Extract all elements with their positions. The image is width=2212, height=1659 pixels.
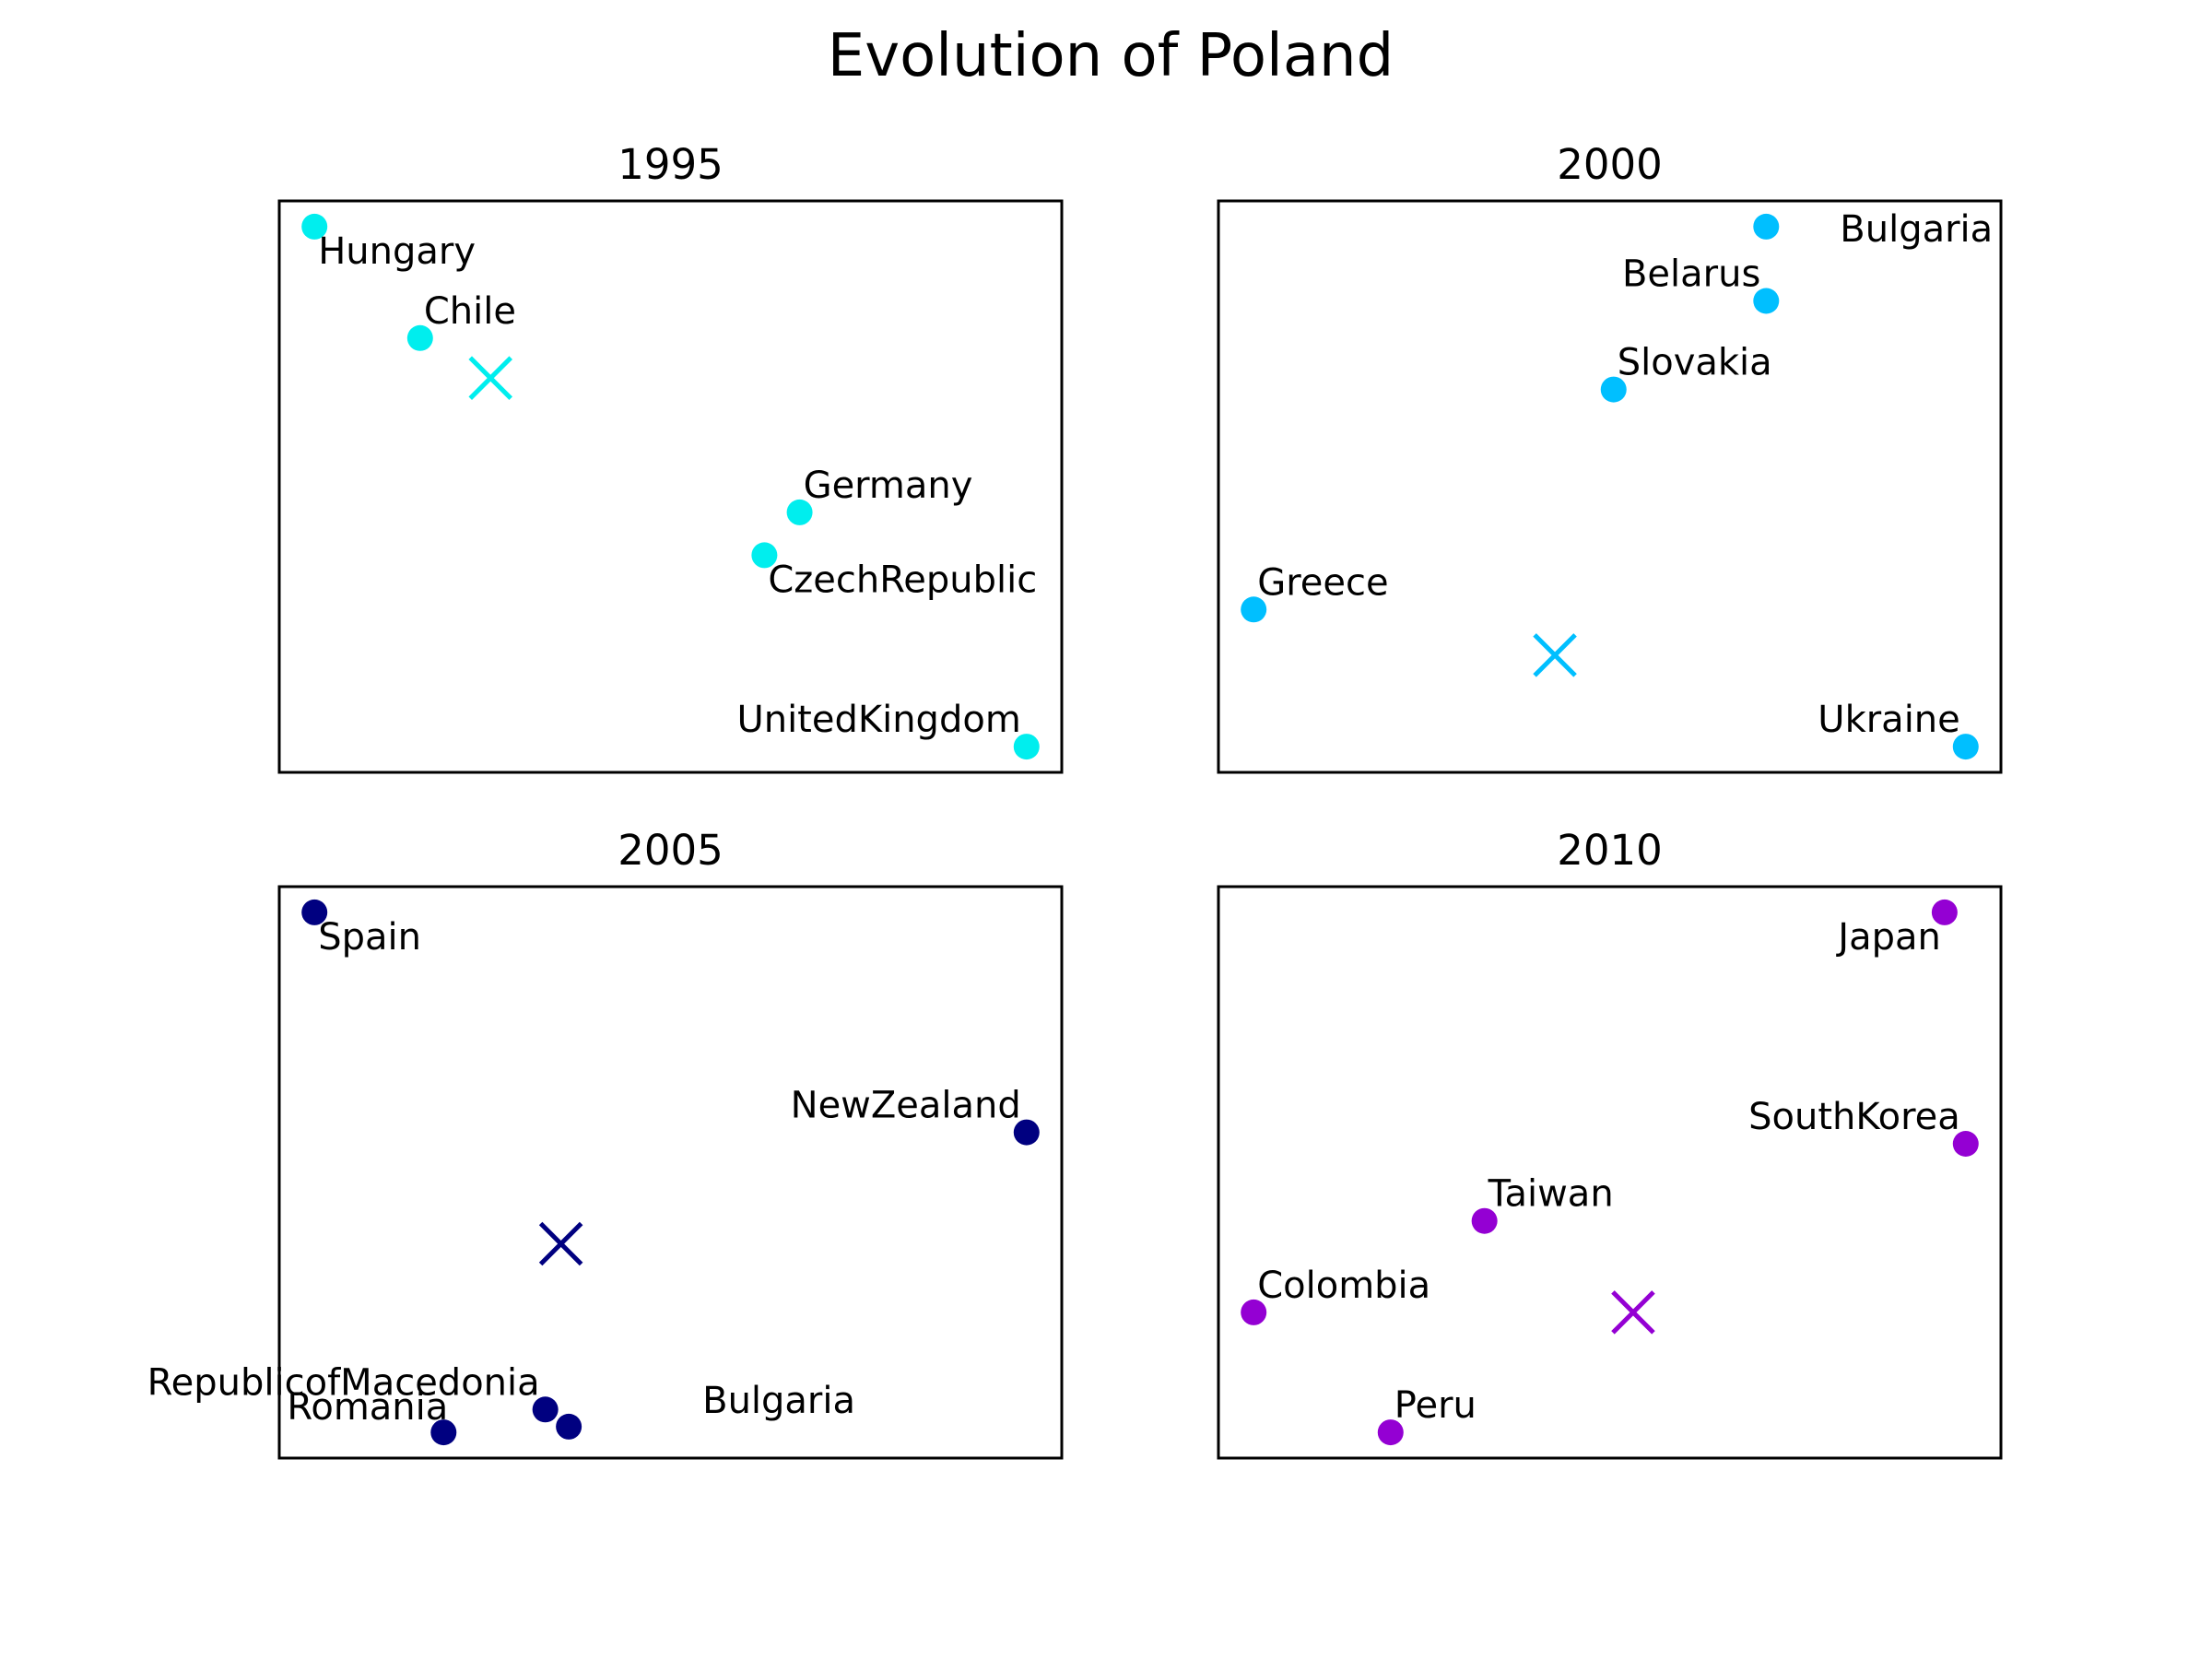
centroid-x-marker — [538, 1221, 583, 1266]
data-point — [786, 499, 813, 525]
data-point — [1753, 288, 1780, 314]
centroid-x-marker — [1611, 1290, 1655, 1335]
data-point — [532, 1396, 559, 1423]
subplot-title: 1995 — [618, 140, 724, 189]
subplot-1995: 1995 Hungary Chile Germany CzechRepublic Unit… — [277, 140, 1064, 774]
data-point — [406, 324, 433, 351]
point-label: UnitedKingdom — [736, 699, 1020, 741]
data-point — [1241, 1299, 1267, 1325]
subplot-title: 2005 — [618, 826, 724, 875]
point-label: Romania — [287, 1386, 448, 1429]
data-point — [1013, 1119, 1040, 1146]
axes-frame — [1217, 199, 2003, 774]
centroid-x-marker — [1533, 633, 1577, 677]
point-label: Japan — [1835, 916, 1941, 959]
subplot-2005: 2005 Spain NewZealand RepublicofMacedonia Bu… — [147, 826, 1064, 1460]
point-label: Spain — [318, 916, 421, 959]
point-label: Chile — [424, 290, 516, 333]
data-point — [1471, 1207, 1498, 1234]
point-label: Peru — [1394, 1384, 1477, 1427]
data-point — [1600, 376, 1627, 403]
point-label: SouthKorea — [1748, 1096, 1960, 1138]
subplot-2010: 2010 Japan SouthKorea Taiwan Colombia Peru — [1217, 826, 2003, 1460]
point-label: Greece — [1257, 561, 1388, 604]
data-point — [301, 899, 328, 925]
subplot-2000: 2000 Bulgaria Belarus Slovakia Greece Ukraine — [1217, 140, 2003, 774]
data-point — [1377, 1419, 1404, 1446]
data-point — [1952, 1131, 1979, 1157]
point-label: NewZealand — [791, 1085, 1021, 1127]
data-point — [1241, 596, 1267, 623]
subplot-grid: 1995 Hungary Chile Germany CzechRepublic Unit… — [147, 140, 2003, 1460]
point-label: RepublicofMacedonia — [147, 1361, 540, 1404]
axes-frame — [1217, 885, 2003, 1460]
data-point — [301, 213, 328, 240]
data-point — [1013, 734, 1040, 760]
point-label: Colombia — [1257, 1265, 1430, 1307]
subplot-title: 2000 — [1557, 140, 1663, 189]
point-label: Bulgaria — [702, 1380, 855, 1422]
point-label: CzechRepublic — [768, 559, 1037, 601]
point-label: Bulgaria — [1840, 208, 1993, 251]
data-point — [1753, 213, 1780, 240]
data-point — [751, 542, 778, 569]
centroid-x-marker — [468, 356, 512, 400]
data-point — [556, 1413, 582, 1440]
data-point — [1931, 899, 1958, 925]
point-label: Germany — [804, 465, 973, 507]
figure-title: Evolution of Poland — [828, 22, 1394, 90]
axes-frame — [277, 885, 1064, 1460]
data-point — [430, 1419, 457, 1446]
point-label: Hungary — [318, 230, 476, 273]
point-label: Slovakia — [1618, 342, 1772, 384]
point-label: Taiwan — [1488, 1173, 1614, 1216]
point-label: Belarus — [1622, 253, 1760, 296]
axes-frame — [277, 199, 1064, 774]
subplot-title: 2010 — [1557, 826, 1663, 875]
data-point — [1952, 734, 1979, 760]
point-label: Ukraine — [1818, 699, 1959, 741]
